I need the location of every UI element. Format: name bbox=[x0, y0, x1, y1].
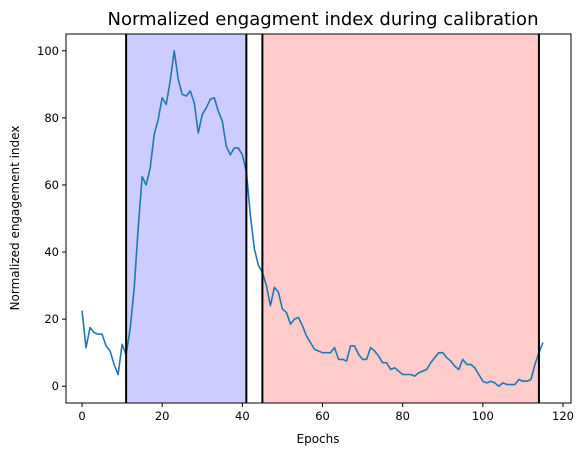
data-line-group bbox=[81, 49, 544, 388]
x-tick-label: 0 bbox=[78, 409, 85, 423]
plot-frame bbox=[65, 33, 572, 404]
x-tick-label: 120 bbox=[552, 409, 574, 423]
x-axis-label: Epochs bbox=[297, 432, 340, 446]
y-tick-label: 60 bbox=[44, 178, 59, 192]
y-tick-label: 80 bbox=[44, 111, 59, 125]
vertical-lines bbox=[125, 34, 540, 403]
x-tick-label: 60 bbox=[315, 409, 330, 423]
shaded-region-2 bbox=[262, 34, 539, 403]
x-tick-label: 80 bbox=[395, 409, 410, 423]
shaded-regions bbox=[126, 34, 539, 403]
y-tick-label: 100 bbox=[37, 44, 59, 58]
y-axis-ticks: 0 20 40 60 80 100 bbox=[37, 44, 66, 393]
series-line-1 bbox=[81, 49, 544, 388]
y-axis-label: Normalized engagement index bbox=[8, 126, 22, 311]
chart-title: Normalized engagment index during calibr… bbox=[108, 9, 539, 30]
x-tick-label: 20 bbox=[155, 409, 170, 423]
shaded-region-1 bbox=[126, 34, 247, 403]
x-tick-label: 100 bbox=[472, 409, 494, 423]
y-tick-label: 20 bbox=[44, 312, 59, 326]
x-axis-ticks: 0 20 40 60 80 100 120 bbox=[78, 403, 574, 423]
y-tick-label: 0 bbox=[52, 379, 59, 393]
x-tick-label: 40 bbox=[235, 409, 250, 423]
y-tick-label: 40 bbox=[44, 245, 59, 259]
